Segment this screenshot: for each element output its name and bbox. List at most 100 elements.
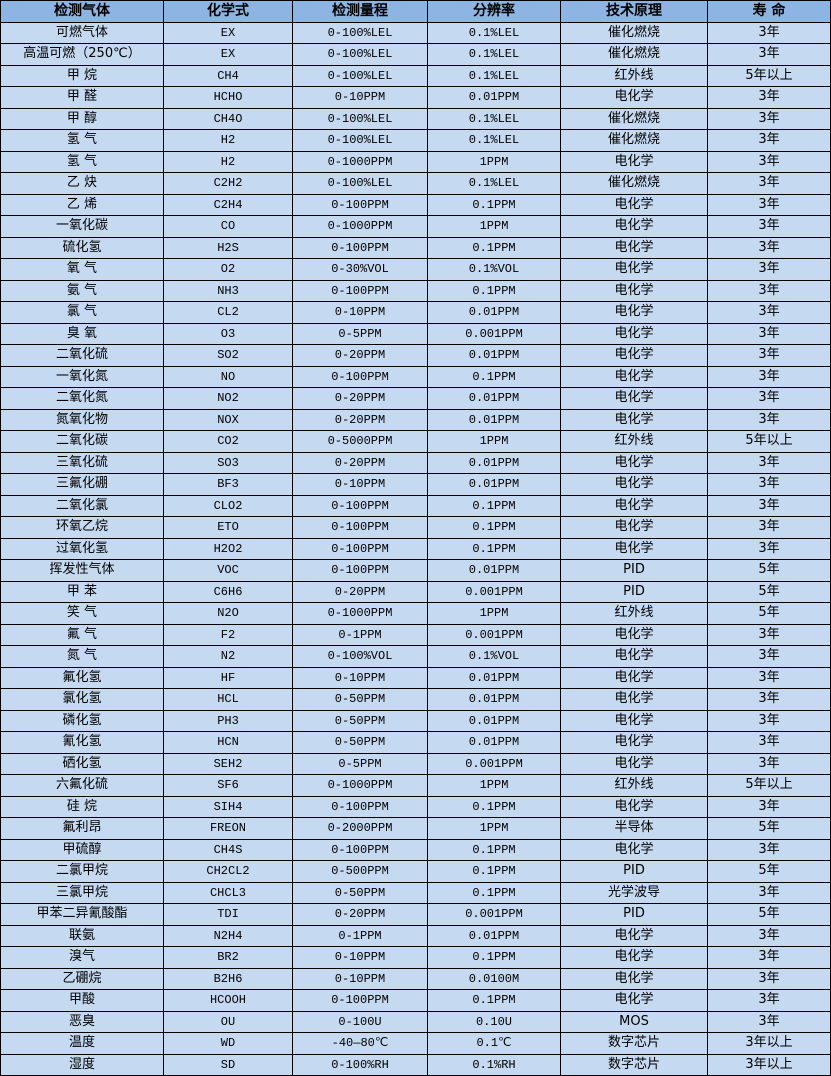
cell-principle: 电化学 <box>560 989 708 1012</box>
cell-lifespan: 3年 <box>707 688 831 711</box>
cell-formula: H2 <box>163 150 293 173</box>
table-row: 氨 气 NH3 0-100PPM 0.1PPM 电化学 3年 <box>0 279 831 302</box>
cell-gas-name: 溴气 <box>0 946 164 969</box>
cell-principle: 电化学 <box>560 516 708 539</box>
cell-formula: CL2 <box>163 301 293 324</box>
cell-resolution: 0.001PPM <box>427 322 561 345</box>
cell-range: 0-100%LEL <box>292 107 428 130</box>
table-row: 乙 烯 C2H4 0-100PPM 0.1PPM 电化学 3年 <box>0 193 831 216</box>
cell-resolution: 1PPM <box>427 430 561 453</box>
cell-principle: PID <box>560 860 708 883</box>
table-row: 甲硫醇 CH4S 0-100PPM 0.1PPM 电化学 3年 <box>0 838 831 861</box>
cell-formula: FREON <box>163 817 293 840</box>
cell-principle: 电化学 <box>560 344 708 367</box>
cell-principle: 电化学 <box>560 838 708 861</box>
cell-resolution: 0.01PPM <box>427 344 561 367</box>
table-row: 联氨 N2H4 0-1PPM 0.01PPM 电化学 3年 <box>0 924 831 947</box>
cell-resolution: 0.1PPM <box>427 989 561 1012</box>
table-row: 甲酸 HCOOH 0-100PPM 0.1PPM 电化学 3年 <box>0 989 831 1012</box>
cell-lifespan: 3年 <box>707 623 831 646</box>
cell-formula: HCOOH <box>163 989 293 1012</box>
cell-lifespan: 3年 <box>707 451 831 474</box>
cell-range: 0-100U <box>292 1010 428 1033</box>
cell-lifespan: 5年 <box>707 817 831 840</box>
cell-resolution: 1PPM <box>427 150 561 173</box>
cell-principle: 催化燃烧 <box>560 129 708 152</box>
cell-resolution: 0.1PPM <box>427 838 561 861</box>
cell-principle: 红外线 <box>560 602 708 625</box>
cell-gas-name: 二氧化碳 <box>0 430 164 453</box>
cell-range: 0-10PPM <box>292 473 428 496</box>
cell-formula: HF <box>163 666 293 689</box>
table-row: 恶臭 OU 0-100U 0.10U MOS 3年 <box>0 1010 831 1033</box>
cell-gas-name: 乙 炔 <box>0 172 164 195</box>
cell-resolution: 0.1PPM <box>427 881 561 904</box>
table-row: 高温可燃（250℃） EX 0-100%LEL 0.1%LEL 催化燃烧 3年 <box>0 43 831 66</box>
cell-formula: SO2 <box>163 344 293 367</box>
cell-resolution: 1PPM <box>427 215 561 238</box>
cell-principle: PID <box>560 903 708 926</box>
cell-range: 0-100PPM <box>292 193 428 216</box>
cell-gas-name: 三氧化硫 <box>0 451 164 474</box>
cell-lifespan: 3年 <box>707 365 831 388</box>
cell-gas-name: 甲硫醇 <box>0 838 164 861</box>
cell-range: 0-1000PPM <box>292 774 428 797</box>
cell-principle: 光学波导 <box>560 881 708 904</box>
column-header-resolution: 分辨率 <box>427 0 561 23</box>
table-row: 硫化氢 H2S 0-100PPM 0.1PPM 电化学 3年 <box>0 236 831 259</box>
cell-resolution: 0.1PPM <box>427 537 561 560</box>
cell-formula: O2 <box>163 258 293 281</box>
table-row: 乙硼烷 B2H6 0-10PPM 0.0100M 电化学 3年 <box>0 967 831 990</box>
table-row: 甲 醛 HCHO 0-10PPM 0.01PPM 电化学 3年 <box>0 86 831 109</box>
cell-gas-name: 甲 烷 <box>0 64 164 87</box>
cell-range: 0-10PPM <box>292 946 428 969</box>
table-row: 过氧化氢 H2O2 0-100PPM 0.1PPM 电化学 3年 <box>0 537 831 560</box>
column-header-formula: 化学式 <box>163 0 293 23</box>
cell-resolution: 0.01PPM <box>427 86 561 109</box>
cell-lifespan: 3年以上 <box>707 1032 831 1055</box>
cell-range: 0-100%LEL <box>292 129 428 152</box>
cell-formula: C2H2 <box>163 172 293 195</box>
cell-resolution: 0.1%LEL <box>427 64 561 87</box>
cell-resolution: 0.01PPM <box>427 924 561 947</box>
cell-lifespan: 3年 <box>707 1010 831 1033</box>
cell-gas-name: 环氧乙烷 <box>0 516 164 539</box>
cell-resolution: 0.1%LEL <box>427 129 561 152</box>
cell-lifespan: 3年 <box>707 666 831 689</box>
cell-principle: 红外线 <box>560 430 708 453</box>
cell-lifespan: 3年 <box>707 21 831 44</box>
cell-range: 0-100%LEL <box>292 64 428 87</box>
cell-formula: H2 <box>163 129 293 152</box>
cell-gas-name: 笑 气 <box>0 602 164 625</box>
cell-lifespan: 3年 <box>707 494 831 517</box>
cell-resolution: 0.1%LEL <box>427 21 561 44</box>
table-row: 二氯甲烷 CH2CL2 0-500PPM 0.1PPM PID 5年 <box>0 860 831 883</box>
cell-gas-name: 氧 气 <box>0 258 164 281</box>
cell-lifespan: 3年 <box>707 150 831 173</box>
cell-principle: 数字芯片 <box>560 1032 708 1055</box>
cell-lifespan: 3年 <box>707 967 831 990</box>
cell-gas-name: 一氧化氮 <box>0 365 164 388</box>
cell-resolution: 0.01PPM <box>427 559 561 582</box>
cell-gas-name: 甲 苯 <box>0 580 164 603</box>
cell-range: 0-1000PPM <box>292 602 428 625</box>
table-row: 硅 烷 SIH4 0-100PPM 0.1PPM 电化学 3年 <box>0 795 831 818</box>
cell-principle: 电化学 <box>560 215 708 238</box>
cell-resolution: 0.0100M <box>427 967 561 990</box>
cell-principle: 半导体 <box>560 817 708 840</box>
cell-formula: EX <box>163 21 293 44</box>
cell-gas-name: 恶臭 <box>0 1010 164 1033</box>
cell-resolution: 0.001PPM <box>427 752 561 775</box>
cell-lifespan: 3年 <box>707 731 831 754</box>
cell-formula: SEH2 <box>163 752 293 775</box>
table-row: 乙 炔 C2H2 0-100%LEL 0.1%LEL 催化燃烧 3年 <box>0 172 831 195</box>
cell-formula: N2 <box>163 645 293 668</box>
cell-resolution: 0.1PPM <box>427 236 561 259</box>
cell-formula: HCN <box>163 731 293 754</box>
cell-range: 0-1PPM <box>292 623 428 646</box>
cell-principle: 数字芯片 <box>560 1053 708 1076</box>
cell-formula: BR2 <box>163 946 293 969</box>
cell-gas-name: 二氧化氯 <box>0 494 164 517</box>
cell-principle: 电化学 <box>560 967 708 990</box>
